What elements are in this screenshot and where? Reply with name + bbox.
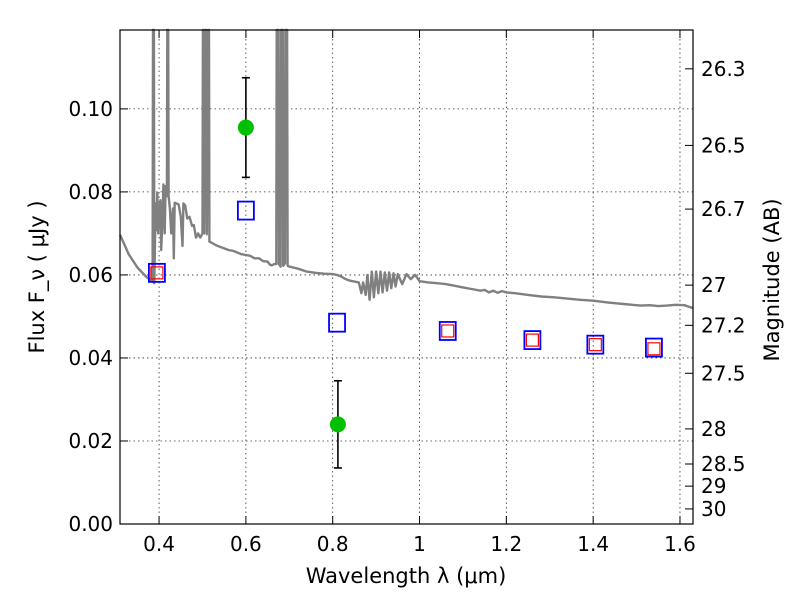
x-tick-label: 0.4 — [143, 532, 175, 556]
y2-tick-label: 26.5 — [701, 133, 746, 157]
x-tick-label: 1 — [413, 532, 426, 556]
model-photometry-square — [586, 334, 605, 355]
y2-tick-label: 26.3 — [701, 57, 746, 81]
model-photometry-square — [523, 330, 542, 350]
y-tick-label: 0.02 — [68, 429, 113, 453]
y2-axis-label: Magnitude (AB) — [760, 198, 784, 361]
x-tick-label: 0.8 — [317, 532, 349, 556]
reference-photometry-square — [588, 338, 602, 352]
model-photometry-square — [645, 337, 663, 358]
y2-tick-label: 29 — [701, 474, 726, 498]
y2-tick-label: 30 — [701, 497, 726, 521]
reference-photometry-square — [525, 333, 539, 347]
plot-frame — [119, 29, 694, 525]
y-tick-label: 0.00 — [68, 512, 113, 536]
grid — [120, 30, 693, 525]
y2-tick-label: 28.5 — [701, 452, 746, 476]
detection-point — [329, 416, 346, 433]
y2-tick-label: 27.5 — [701, 361, 746, 385]
x-tick-label: 0.6 — [230, 532, 262, 556]
y2-tick-label: 27 — [701, 273, 726, 297]
model-spectrum — [118, 28, 694, 310]
reference-photometry-square — [441, 324, 455, 338]
photometry-markers — [147, 76, 663, 469]
model-photometry-square — [438, 321, 457, 341]
model-photometry-square — [236, 200, 255, 221]
y2-tick-label: 28 — [701, 417, 726, 441]
x-tick-label: 1.4 — [577, 532, 609, 556]
y-tick-label: 0.06 — [68, 263, 113, 287]
detection-point — [237, 119, 254, 136]
model-photometry-square — [147, 262, 166, 283]
axis-ticks: 0.4 0.6 0.8 1 1.2 1.4 1.6 0.00 0.02 0.04 0.06 0.08 0… — [68, 30, 746, 556]
y2-tick-label: 26.7 — [701, 197, 746, 221]
y-tick-label: 0.04 — [68, 346, 113, 370]
model-photometry-square — [328, 312, 346, 333]
x-tick-label: 1.2 — [490, 532, 522, 556]
reference-photometry-square — [150, 266, 164, 280]
spectrum-line — [118, 28, 694, 310]
y-tick-label: 0.10 — [68, 97, 113, 121]
x-tick-label: 1.6 — [664, 532, 696, 556]
reference-photometry-square — [647, 342, 661, 356]
y-tick-label: 0.08 — [68, 180, 113, 204]
y-axis-label: Flux F_ν ( μJy ) — [25, 200, 50, 353]
x-axis-label: Wavelength λ (μm) — [306, 564, 507, 588]
y2-tick-label: 27.2 — [701, 313, 746, 337]
